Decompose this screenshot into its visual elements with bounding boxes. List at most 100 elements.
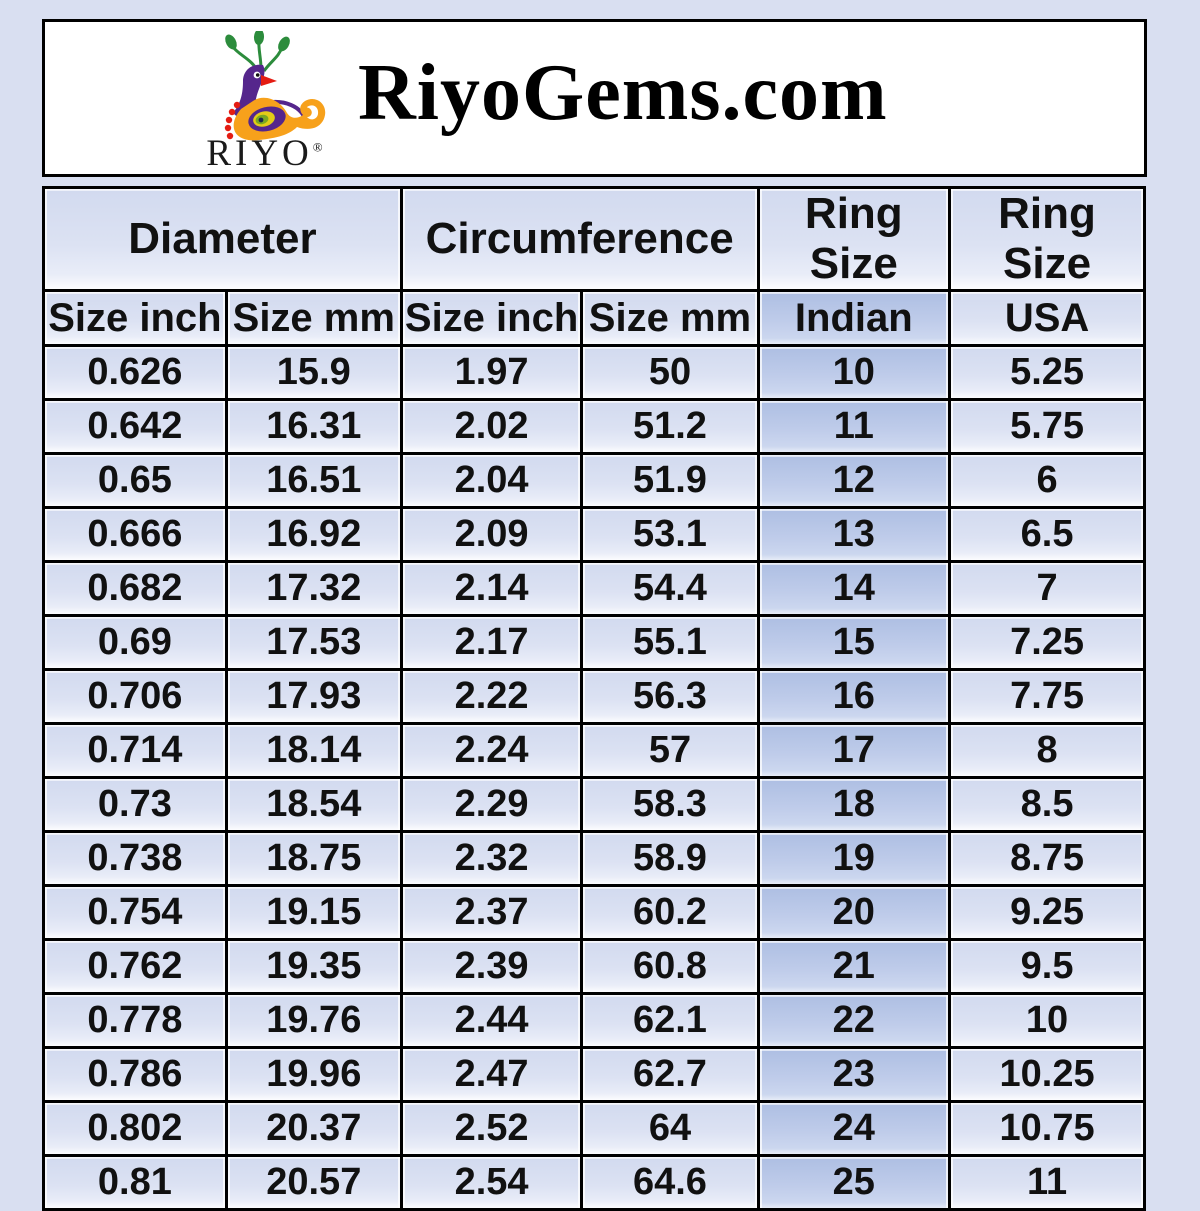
data-cell: 11	[948, 1154, 1146, 1211]
data-cell: 0.666	[42, 506, 228, 563]
data-cell: 20	[756, 884, 952, 941]
data-cell: 2.14	[399, 560, 584, 617]
data-cell: 20.57	[224, 1154, 403, 1211]
data-cell: 10	[948, 992, 1146, 1049]
data-cell: 6	[948, 452, 1146, 509]
data-cell: 55.1	[580, 614, 760, 671]
column-group-header: Ring Size	[756, 186, 952, 292]
data-cell: 62.1	[580, 992, 760, 1049]
data-cell: 58.9	[580, 830, 760, 887]
riyo-logo: RIYO®	[187, 31, 342, 172]
table-row: 0.706 17.93 2.22 56.3 16 7.75	[42, 668, 1146, 725]
data-cell: 23	[756, 1046, 952, 1103]
logo-riyo-text: RIYO	[206, 133, 313, 175]
data-cell: 7	[948, 560, 1146, 617]
data-cell: 57	[580, 722, 760, 779]
data-cell: 62.7	[580, 1046, 760, 1103]
data-cell: 14	[756, 560, 952, 617]
data-cell: 17	[756, 722, 952, 779]
data-cell: 0.714	[42, 722, 228, 779]
data-cell: 25	[756, 1154, 952, 1211]
table-row: 0.754 19.15 2.37 60.2 20 9.25	[42, 884, 1146, 941]
peacock-icon	[224, 31, 325, 141]
data-cell: 9.5	[948, 938, 1146, 995]
data-cell: 0.73	[42, 776, 228, 833]
data-cell: 16.51	[224, 452, 403, 509]
data-cell: 0.626	[42, 344, 228, 401]
data-cell: 21	[756, 938, 952, 995]
data-cell: 2.17	[399, 614, 584, 671]
table-row: 0.626 15.9 1.97 50 10 5.25	[42, 344, 1146, 401]
data-cell: 17.93	[224, 668, 403, 725]
column-subheader: Size mm	[224, 289, 403, 347]
data-cell: 16.92	[224, 506, 403, 563]
data-cell: 10	[756, 344, 952, 401]
logo-wordmark: RIYO®	[206, 135, 323, 172]
data-cell: 11	[756, 398, 952, 455]
table-row: 0.682 17.32 2.14 54.4 14 7	[42, 560, 1146, 617]
data-cell: 19.35	[224, 938, 403, 995]
data-cell: 2.52	[399, 1100, 584, 1157]
data-cell: 6.5	[948, 506, 1146, 563]
data-cell: 2.44	[399, 992, 584, 1049]
data-cell: 0.754	[42, 884, 228, 941]
table-row: 0.81 20.57 2.54 64.6 25 11	[42, 1154, 1146, 1211]
data-cell: 12	[756, 452, 952, 509]
data-cell: 0.802	[42, 1100, 228, 1157]
site-title: RiyoGems.com	[358, 48, 888, 137]
table-row: 0.762 19.35 2.39 60.8 21 9.5	[42, 938, 1146, 995]
data-cell: 53.1	[580, 506, 760, 563]
data-cell: 5.25	[948, 344, 1146, 401]
data-cell: 17.53	[224, 614, 403, 671]
data-cell: 19.76	[224, 992, 403, 1049]
data-cell: 2.29	[399, 776, 584, 833]
table-row: 0.642 16.31 2.02 51.2 11 5.75	[42, 398, 1146, 455]
data-cell: 15.9	[224, 344, 403, 401]
data-cell: 18.14	[224, 722, 403, 779]
data-cell: 2.37	[399, 884, 584, 941]
table-head: Diameter Circumference Ring Size Ring Size S…	[42, 186, 1146, 347]
data-cell: 0.81	[42, 1154, 228, 1211]
table-body: 0.626 15.9 1.97 50 10 5.25 0.642 16.31 2.02 51.2 1…	[42, 344, 1146, 1211]
table-row: 0.69 17.53 2.17 55.1 15 7.25	[42, 614, 1146, 671]
data-cell: 18.75	[224, 830, 403, 887]
data-cell: 8.75	[948, 830, 1146, 887]
registered-mark: ®	[312, 140, 323, 156]
data-cell: 19	[756, 830, 952, 887]
table-row: 0.714 18.14 2.24 57 17 8	[42, 722, 1146, 779]
data-cell: 2.32	[399, 830, 584, 887]
table-row: 0.778 19.76 2.44 62.1 22 10	[42, 992, 1146, 1049]
data-cell: 0.682	[42, 560, 228, 617]
column-subheader: Size inch	[42, 289, 228, 347]
data-cell: 24	[756, 1100, 952, 1157]
data-cell: 56.3	[580, 668, 760, 725]
data-cell: 7.25	[948, 614, 1146, 671]
table-row: 0.738 18.75 2.32 58.9 19 8.75	[42, 830, 1146, 887]
data-cell: 15	[756, 614, 952, 671]
column-subheader: USA	[948, 289, 1146, 347]
data-cell: 19.96	[224, 1046, 403, 1103]
data-cell: 0.69	[42, 614, 228, 671]
data-cell: 19.15	[224, 884, 403, 941]
table-row: 0.802 20.37 2.52 64 24 10.75	[42, 1100, 1146, 1157]
data-cell: 18	[756, 776, 952, 833]
data-cell: 0.778	[42, 992, 228, 1049]
table-row: 0.73 18.54 2.29 58.3 18 8.5	[42, 776, 1146, 833]
data-cell: 13	[756, 506, 952, 563]
data-cell: 54.4	[580, 560, 760, 617]
data-cell: 1.97	[399, 344, 584, 401]
ring-size-table: Diameter Circumference Ring Size Ring Size S…	[42, 186, 1146, 1211]
data-cell: 2.04	[399, 452, 584, 509]
data-cell: 64.6	[580, 1154, 760, 1211]
data-cell: 0.762	[42, 938, 228, 995]
data-cell: 16.31	[224, 398, 403, 455]
data-cell: 9.25	[948, 884, 1146, 941]
data-cell: 20.37	[224, 1100, 403, 1157]
data-cell: 2.22	[399, 668, 584, 725]
data-cell: 0.738	[42, 830, 228, 887]
data-cell: 50	[580, 344, 760, 401]
table-row: 0.786 19.96 2.47 62.7 23 10.25	[42, 1046, 1146, 1103]
data-cell: 0.786	[42, 1046, 228, 1103]
table-row: 0.666 16.92 2.09 53.1 13 6.5	[42, 506, 1146, 563]
data-cell: 0.706	[42, 668, 228, 725]
